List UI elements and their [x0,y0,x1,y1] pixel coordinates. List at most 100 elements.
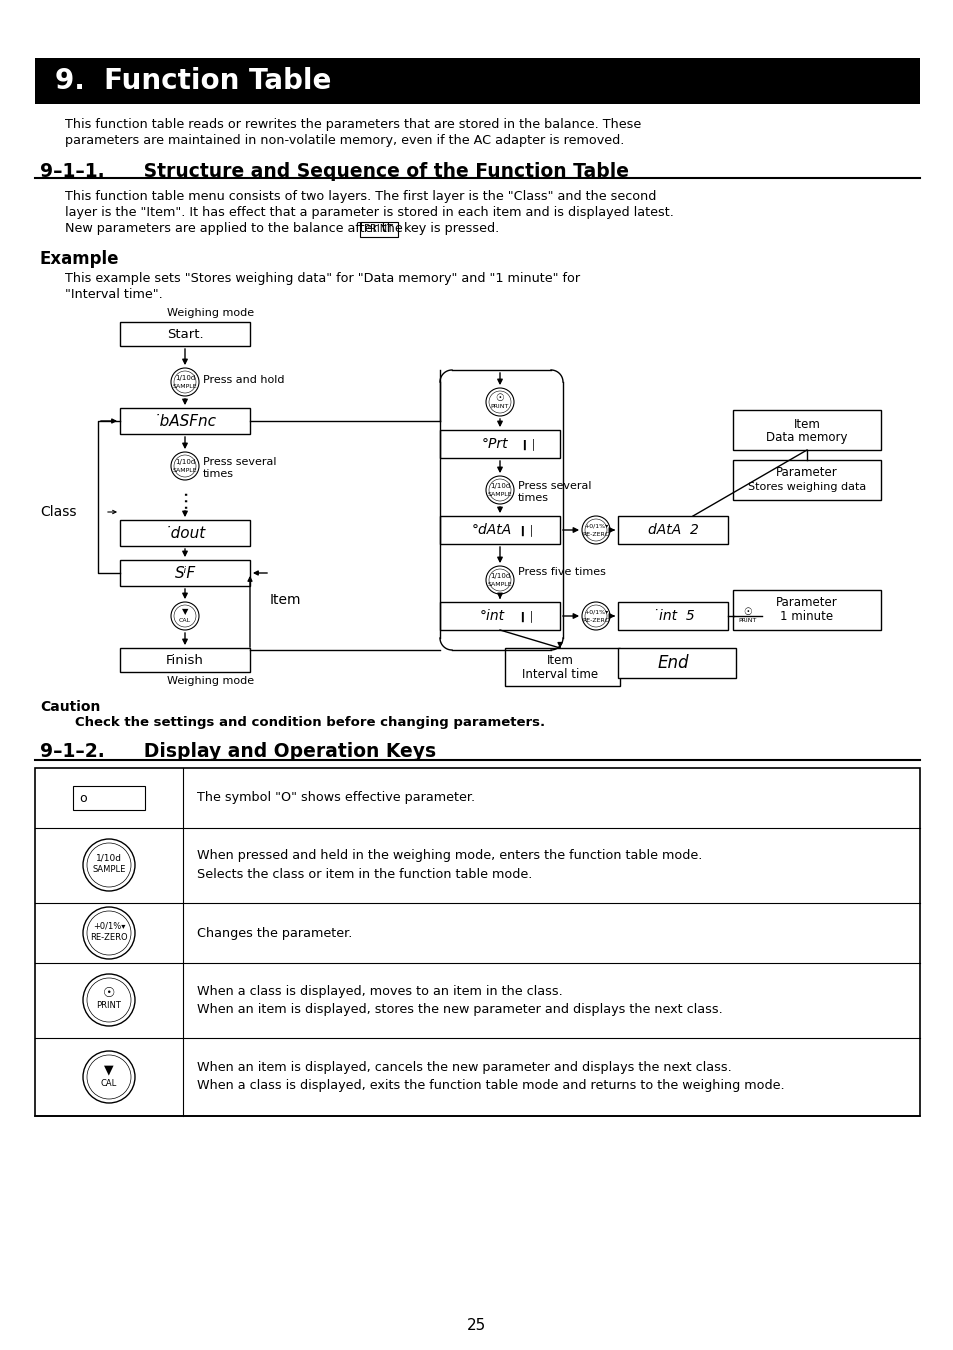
Text: SAMPLE: SAMPLE [172,383,197,389]
Text: Item: Item [793,417,820,431]
Text: The symbol "O" shows effective parameter.: The symbol "O" shows effective parameter… [196,791,475,805]
Text: When an item is displayed, cancels the new parameter and displays the next class: When an item is displayed, cancels the n… [196,1061,731,1075]
Circle shape [171,602,199,630]
Text: PRINT: PRINT [490,404,509,409]
FancyBboxPatch shape [618,648,735,678]
Text: Stores weighing data: Stores weighing data [747,482,865,491]
Text: "Interval time".: "Interval time". [65,288,163,301]
Text: ▼: ▼ [182,608,188,617]
Circle shape [733,602,761,630]
Circle shape [581,602,609,630]
Text: ˙bASFnc: ˙bASFnc [152,413,216,428]
FancyBboxPatch shape [120,520,250,545]
FancyBboxPatch shape [73,786,145,810]
Text: Interval time: Interval time [521,668,598,682]
Text: Start.: Start. [167,328,203,340]
FancyBboxPatch shape [120,323,250,346]
Text: Press several: Press several [203,458,276,467]
FancyBboxPatch shape [439,431,559,458]
Text: When an item is displayed, stores the new parameter and displays the next class.: When an item is displayed, stores the ne… [196,1003,722,1015]
Text: PRINT: PRINT [364,224,393,234]
Circle shape [485,566,514,594]
Text: layer is the "Item". It has effect that a parameter is stored in each item and i: layer is the "Item". It has effect that … [65,207,673,219]
Text: +0/1%▾: +0/1%▾ [583,524,607,528]
Text: CAL: CAL [179,617,191,622]
FancyBboxPatch shape [618,602,727,630]
Text: This function table reads or rewrites the parameters that are stored in the bala: This function table reads or rewrites th… [65,117,640,131]
Text: Class: Class [40,505,76,518]
Text: Parameter: Parameter [776,597,837,609]
Text: SAMPLE: SAMPLE [92,865,126,875]
Text: ▎│: ▎│ [523,437,537,450]
FancyBboxPatch shape [120,408,250,433]
Circle shape [584,518,606,541]
Text: parameters are maintained in non-volatile memory, even if the AC adapter is remo: parameters are maintained in non-volatil… [65,134,623,147]
Text: Item: Item [546,655,573,667]
Text: ☉: ☉ [103,986,115,1000]
Circle shape [171,452,199,481]
Circle shape [173,371,195,393]
FancyBboxPatch shape [732,410,880,450]
Circle shape [83,1052,135,1103]
Circle shape [489,392,511,413]
Text: key is pressed.: key is pressed. [403,221,498,235]
Text: This function table menu consists of two layers. The first layer is the "Class" : This function table menu consists of two… [65,190,656,202]
Text: Press five times: Press five times [517,567,605,576]
FancyBboxPatch shape [120,648,250,672]
Text: Changes the parameter.: Changes the parameter. [196,926,352,940]
Text: CAL: CAL [101,1079,117,1088]
Text: PRINT: PRINT [96,1002,121,1011]
Text: 9.  Function Table: 9. Function Table [55,68,331,94]
Text: End: End [657,653,688,672]
Text: °Prt: °Prt [481,437,508,451]
Text: ☉: ☉ [496,393,504,404]
Text: When a class is displayed, moves to an item in the class.: When a class is displayed, moves to an i… [196,984,562,998]
Circle shape [87,842,131,887]
Circle shape [83,907,135,958]
Circle shape [584,605,606,626]
FancyBboxPatch shape [504,648,619,686]
Text: New parameters are applied to the balance after the: New parameters are applied to the balanc… [65,221,402,235]
Text: 25: 25 [467,1318,486,1332]
Text: SAMPLE: SAMPLE [487,491,512,497]
FancyBboxPatch shape [35,58,919,104]
FancyBboxPatch shape [439,516,559,544]
Circle shape [489,568,511,591]
Text: Item: Item [270,593,301,608]
Circle shape [171,369,199,396]
Text: 1/10d: 1/10d [489,483,510,489]
Text: +0/1%▾: +0/1%▾ [583,609,607,614]
Text: When a class is displayed, exits the function table mode and returns to the weig: When a class is displayed, exits the fun… [196,1080,783,1092]
Text: ˙dout: ˙dout [164,525,206,540]
Circle shape [83,838,135,891]
Text: Example: Example [40,250,119,269]
FancyBboxPatch shape [618,516,727,544]
Text: Caution: Caution [40,701,100,714]
Text: Weighing mode: Weighing mode [167,676,253,686]
Text: 1/10d: 1/10d [174,375,195,381]
FancyBboxPatch shape [359,221,397,238]
Circle shape [87,977,131,1022]
Text: ˙int  5: ˙int 5 [651,609,694,622]
Text: 1/10d: 1/10d [96,853,122,863]
Text: RE-ZERO: RE-ZERO [91,933,128,942]
FancyBboxPatch shape [732,590,880,630]
Text: Check the settings and condition before changing parameters.: Check the settings and condition before … [75,716,544,729]
Text: times: times [203,468,233,479]
Text: Press and hold: Press and hold [203,375,284,385]
Text: times: times [517,493,548,504]
Text: ▼: ▼ [104,1064,113,1076]
Text: SAMPLE: SAMPLE [487,582,512,586]
Circle shape [581,516,609,544]
Text: Press several: Press several [517,481,591,491]
Text: SAMPLE: SAMPLE [172,467,197,472]
Text: 1/10d: 1/10d [489,572,510,579]
Text: 9–1–2.      Display and Operation Keys: 9–1–2. Display and Operation Keys [40,743,436,761]
Text: 1 minute: 1 minute [780,610,833,624]
Text: Data memory: Data memory [765,432,847,444]
Circle shape [87,911,131,954]
Text: PRINT: PRINT [738,617,757,622]
Text: +0/1%▾: +0/1%▾ [92,922,125,930]
Text: °dAtA: °dAtA [472,522,512,537]
Text: Parameter: Parameter [776,467,837,479]
